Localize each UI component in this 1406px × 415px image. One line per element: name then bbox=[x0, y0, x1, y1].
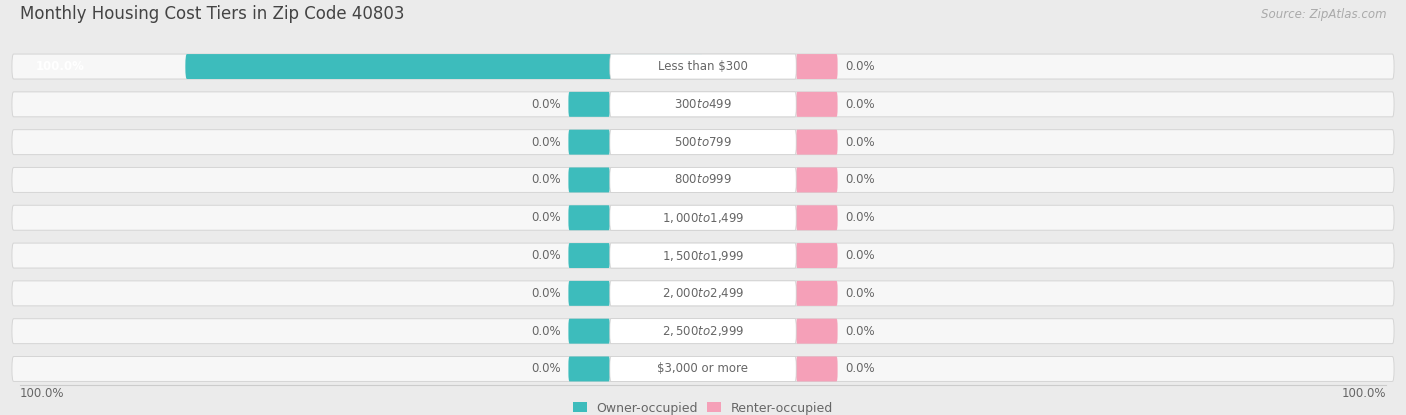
Text: 0.0%: 0.0% bbox=[531, 287, 561, 300]
FancyBboxPatch shape bbox=[568, 92, 610, 117]
FancyBboxPatch shape bbox=[568, 129, 610, 155]
Text: $300 to $499: $300 to $499 bbox=[673, 98, 733, 111]
FancyBboxPatch shape bbox=[11, 168, 1395, 193]
FancyBboxPatch shape bbox=[610, 205, 796, 230]
Text: 100.0%: 100.0% bbox=[1341, 388, 1386, 400]
Text: Source: ZipAtlas.com: Source: ZipAtlas.com bbox=[1261, 8, 1386, 21]
FancyBboxPatch shape bbox=[610, 92, 796, 117]
Text: 0.0%: 0.0% bbox=[531, 362, 561, 376]
Text: 0.0%: 0.0% bbox=[845, 60, 875, 73]
Text: 0.0%: 0.0% bbox=[531, 211, 561, 224]
FancyBboxPatch shape bbox=[11, 205, 1395, 230]
FancyBboxPatch shape bbox=[11, 129, 1395, 155]
FancyBboxPatch shape bbox=[568, 281, 610, 306]
FancyBboxPatch shape bbox=[796, 356, 838, 381]
FancyBboxPatch shape bbox=[796, 129, 838, 155]
FancyBboxPatch shape bbox=[610, 129, 796, 155]
Text: Monthly Housing Cost Tiers in Zip Code 40803: Monthly Housing Cost Tiers in Zip Code 4… bbox=[20, 5, 404, 23]
FancyBboxPatch shape bbox=[796, 319, 838, 344]
FancyBboxPatch shape bbox=[610, 356, 796, 381]
Text: $2,500 to $2,999: $2,500 to $2,999 bbox=[662, 324, 744, 338]
Text: $2,000 to $2,499: $2,000 to $2,499 bbox=[662, 286, 744, 300]
Legend: Owner-occupied, Renter-occupied: Owner-occupied, Renter-occupied bbox=[574, 402, 832, 415]
FancyBboxPatch shape bbox=[796, 281, 838, 306]
Text: 0.0%: 0.0% bbox=[845, 249, 875, 262]
FancyBboxPatch shape bbox=[11, 243, 1395, 268]
Text: 0.0%: 0.0% bbox=[845, 136, 875, 149]
Text: 0.0%: 0.0% bbox=[531, 98, 561, 111]
FancyBboxPatch shape bbox=[610, 168, 796, 193]
FancyBboxPatch shape bbox=[11, 356, 1395, 381]
FancyBboxPatch shape bbox=[610, 54, 796, 79]
FancyBboxPatch shape bbox=[610, 243, 796, 268]
Text: 0.0%: 0.0% bbox=[845, 325, 875, 338]
FancyBboxPatch shape bbox=[568, 243, 610, 268]
FancyBboxPatch shape bbox=[11, 54, 1395, 79]
FancyBboxPatch shape bbox=[796, 205, 838, 230]
FancyBboxPatch shape bbox=[568, 356, 610, 381]
Text: Less than $300: Less than $300 bbox=[658, 60, 748, 73]
Text: 0.0%: 0.0% bbox=[845, 211, 875, 224]
Text: $1,500 to $1,999: $1,500 to $1,999 bbox=[662, 249, 744, 263]
Text: $3,000 or more: $3,000 or more bbox=[658, 362, 748, 376]
FancyBboxPatch shape bbox=[796, 168, 838, 193]
FancyBboxPatch shape bbox=[796, 92, 838, 117]
FancyBboxPatch shape bbox=[796, 243, 838, 268]
Text: $1,000 to $1,499: $1,000 to $1,499 bbox=[662, 211, 744, 225]
Text: 0.0%: 0.0% bbox=[845, 98, 875, 111]
Text: 100.0%: 100.0% bbox=[35, 60, 84, 73]
Text: 100.0%: 100.0% bbox=[20, 388, 65, 400]
FancyBboxPatch shape bbox=[568, 205, 610, 230]
Text: 0.0%: 0.0% bbox=[845, 362, 875, 376]
FancyBboxPatch shape bbox=[11, 281, 1395, 306]
FancyBboxPatch shape bbox=[11, 92, 1395, 117]
Text: 0.0%: 0.0% bbox=[531, 173, 561, 186]
FancyBboxPatch shape bbox=[186, 54, 703, 79]
Text: $500 to $799: $500 to $799 bbox=[673, 136, 733, 149]
FancyBboxPatch shape bbox=[610, 319, 796, 344]
FancyBboxPatch shape bbox=[568, 168, 610, 193]
FancyBboxPatch shape bbox=[11, 319, 1395, 344]
FancyBboxPatch shape bbox=[796, 54, 838, 79]
Text: $800 to $999: $800 to $999 bbox=[673, 173, 733, 186]
Text: 0.0%: 0.0% bbox=[845, 287, 875, 300]
Text: 0.0%: 0.0% bbox=[531, 249, 561, 262]
Text: 0.0%: 0.0% bbox=[845, 173, 875, 186]
FancyBboxPatch shape bbox=[568, 319, 610, 344]
Text: 0.0%: 0.0% bbox=[531, 136, 561, 149]
FancyBboxPatch shape bbox=[610, 281, 796, 306]
Text: 0.0%: 0.0% bbox=[531, 325, 561, 338]
